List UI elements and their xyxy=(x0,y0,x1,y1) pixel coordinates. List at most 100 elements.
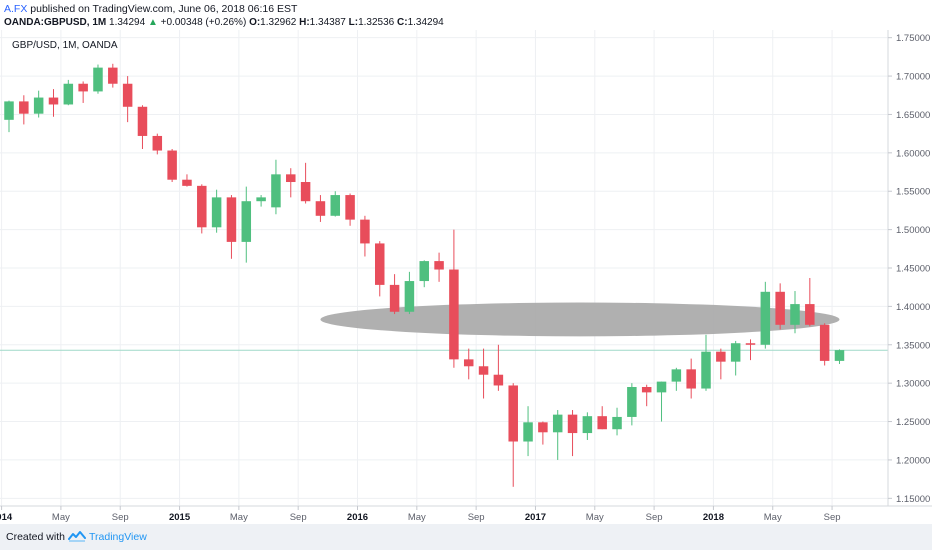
y-tick-label: 1.35000 xyxy=(896,340,930,351)
y-tick-label: 1.25000 xyxy=(896,417,930,428)
publish-line: A.FX published on TradingView.com, June … xyxy=(4,3,297,15)
candle xyxy=(300,162,311,204)
grid-lines xyxy=(0,30,888,506)
x-tick-label: Sep xyxy=(646,512,663,523)
author-link[interactable]: A.FX xyxy=(4,3,28,15)
candle xyxy=(330,191,341,217)
candle xyxy=(805,277,815,327)
candle xyxy=(716,348,726,380)
candle-body xyxy=(122,83,133,107)
candle xyxy=(641,384,652,407)
candle xyxy=(538,421,548,445)
candle-body xyxy=(241,201,252,242)
candle-body xyxy=(508,385,518,442)
candle xyxy=(48,89,59,117)
candle-body xyxy=(256,197,266,202)
last-price: 1.34294 xyxy=(109,17,146,28)
candle-body xyxy=(211,197,222,228)
candle-body xyxy=(552,414,563,433)
candle xyxy=(93,64,103,94)
candle xyxy=(463,348,474,380)
x-tick-label: May xyxy=(52,512,70,523)
x-tick-label: Sep xyxy=(824,512,841,523)
candle xyxy=(182,174,192,187)
chart-area[interactable]: 1.75000 1.70000 1.65000 1.60000 1.55000 1.500… xyxy=(0,30,932,524)
close-label: C: xyxy=(397,17,408,28)
candle-body xyxy=(63,83,74,105)
x-tick-label: Sep xyxy=(112,512,129,523)
y-tick-label: 1.50000 xyxy=(896,225,930,236)
published-text: published on TradingView.com, June 06, 2… xyxy=(30,3,298,15)
candle xyxy=(19,95,29,125)
candle xyxy=(493,344,504,391)
candle xyxy=(775,283,785,330)
candle-body xyxy=(33,97,44,114)
candle xyxy=(108,63,118,88)
candle xyxy=(33,90,44,118)
candle xyxy=(256,195,266,207)
candle xyxy=(552,410,563,460)
candle xyxy=(730,340,741,376)
x-tick-label: 2014 xyxy=(0,512,13,523)
candle-body xyxy=(523,422,533,442)
candle xyxy=(152,133,163,155)
low-label: L: xyxy=(348,17,359,28)
y-tick-label: 1.55000 xyxy=(896,187,930,198)
x-tick-label: May xyxy=(764,512,782,523)
candle xyxy=(478,348,489,399)
candle xyxy=(567,410,578,457)
candle xyxy=(434,252,444,282)
y-tick-label: 1.40000 xyxy=(896,302,930,313)
y-tick-label: 1.15000 xyxy=(896,494,930,505)
candle-body xyxy=(701,351,711,389)
candle-body xyxy=(745,343,756,345)
high-label: H: xyxy=(299,17,310,28)
tradingview-brand-link[interactable]: TradingView xyxy=(89,531,147,543)
candle xyxy=(63,79,74,106)
candle xyxy=(286,168,296,198)
candle xyxy=(449,229,459,368)
price-axis[interactable]: 1.75000 1.70000 1.65000 1.60000 1.55000 1.500… xyxy=(888,33,930,505)
candlestick-chart[interactable]: 1.75000 1.70000 1.65000 1.60000 1.55000 1.500… xyxy=(0,30,932,524)
candle xyxy=(271,159,281,215)
ohlc-line: OANDA:GBPUSD, 1M 1.34294 ▲ +0.00348 (+0.… xyxy=(4,17,444,28)
up-arrow-icon: ▲ xyxy=(147,17,158,28)
created-with-text: Created with xyxy=(6,531,65,543)
candle-body xyxy=(478,366,489,375)
candle-body xyxy=(360,219,370,244)
candle xyxy=(78,81,88,103)
candle-body xyxy=(404,281,415,312)
candle xyxy=(508,383,518,487)
candle-body xyxy=(775,291,785,325)
candle-body xyxy=(463,359,474,367)
low-value: 1.32536 xyxy=(358,17,395,28)
candle-body xyxy=(834,350,845,361)
close-value: 1.34294 xyxy=(407,17,444,28)
y-tick-label: 1.20000 xyxy=(896,455,930,466)
candle xyxy=(819,323,830,366)
candle-body xyxy=(300,182,311,202)
chart-header: A.FX published on TradingView.com, June … xyxy=(0,0,932,30)
candle xyxy=(226,195,237,259)
candle-body xyxy=(93,67,103,92)
interval-label: 1M xyxy=(92,17,107,28)
candle-body xyxy=(167,150,177,180)
candle-body xyxy=(582,416,593,434)
candle-body xyxy=(612,416,622,430)
time-axis[interactable]: 2014 May Sep 2015 May Sep 2016 May Sep 2017 May Sep… xyxy=(0,506,841,523)
footer-bar: Created with TradingView xyxy=(0,524,932,550)
y-tick-label: 1.65000 xyxy=(896,110,930,121)
y-tick-label: 1.30000 xyxy=(896,379,930,390)
x-tick-label: 2017 xyxy=(525,512,546,523)
candle-body xyxy=(819,324,830,361)
symbol-name: OANDA:GBPUSD xyxy=(4,17,87,28)
candle-body xyxy=(375,243,385,285)
candle-body xyxy=(805,304,815,325)
candle-body xyxy=(48,97,59,105)
candle xyxy=(686,358,696,399)
candle-body xyxy=(627,387,637,417)
x-tick-label: May xyxy=(230,512,248,523)
candle xyxy=(389,274,400,315)
candle xyxy=(211,189,222,233)
open-value: 1.32962 xyxy=(260,17,297,28)
